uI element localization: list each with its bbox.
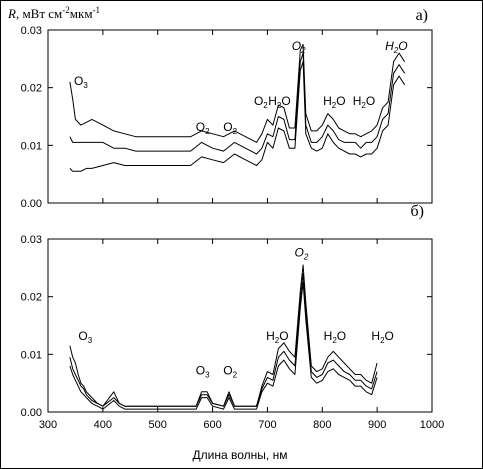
annotation-label: O2 [223,364,237,380]
x-tick-label: 800 [313,419,331,431]
annotation-label: H2O [371,329,393,345]
annotation-label: O2 [196,120,210,136]
y-tick-label: 0.03 [21,25,42,37]
annotation-label: O2 [223,120,237,136]
y-tick-label: 0.00 [21,198,42,210]
panel-label: б) [411,203,424,220]
y-axis-label: R, мВт см-2мкм-1 [7,5,100,21]
y-tick-label: 0.03 [21,234,42,246]
annotation-label: O3 [196,364,210,380]
y-tick-label: 0.02 [21,83,42,95]
y-tick-label: 0.01 [21,349,42,361]
x-tick-label: 500 [149,419,167,431]
panel-label: а) [416,7,428,24]
annotation-label: H2O [324,329,346,345]
annotation-label: H2O [385,39,407,55]
x-tick-label: 900 [368,419,386,431]
series-line-3 [69,61,406,172]
plot-frame [47,238,433,413]
panel-b: 0.00 0.01 0.02 0.03 300 400 500 600 700 800 900 100… [21,203,445,462]
annotation-label: O2 [254,94,268,110]
y-tick-label: 0.02 [21,292,42,304]
x-tick-label: 1000 [420,419,444,431]
series-line-2 [69,52,406,155]
annotation-label: O2 [292,39,306,55]
series-line-1 [69,43,406,143]
annotation-label: O3 [78,329,92,345]
x-tick-label: 400 [94,419,112,431]
annotation-label: O3 [74,74,88,90]
series-line-3 [69,281,378,410]
annotation-label: H2O [353,94,375,110]
annotation-label: H2O [323,94,345,110]
annotation-label: H2O [268,94,290,110]
x-tick-label: 700 [258,419,276,431]
y-tick-label: 0.00 [21,407,42,419]
plot-frame [47,29,433,204]
x-axis-label: Длина волны, нм [193,448,288,462]
annotation-label: O2 [295,245,309,261]
x-tick-label: 600 [203,419,221,431]
annotation-label: H2O [266,329,288,345]
y-tick-label: 0.01 [21,140,42,152]
x-tick-label: 300 [39,419,57,431]
series-line-2 [69,273,378,407]
